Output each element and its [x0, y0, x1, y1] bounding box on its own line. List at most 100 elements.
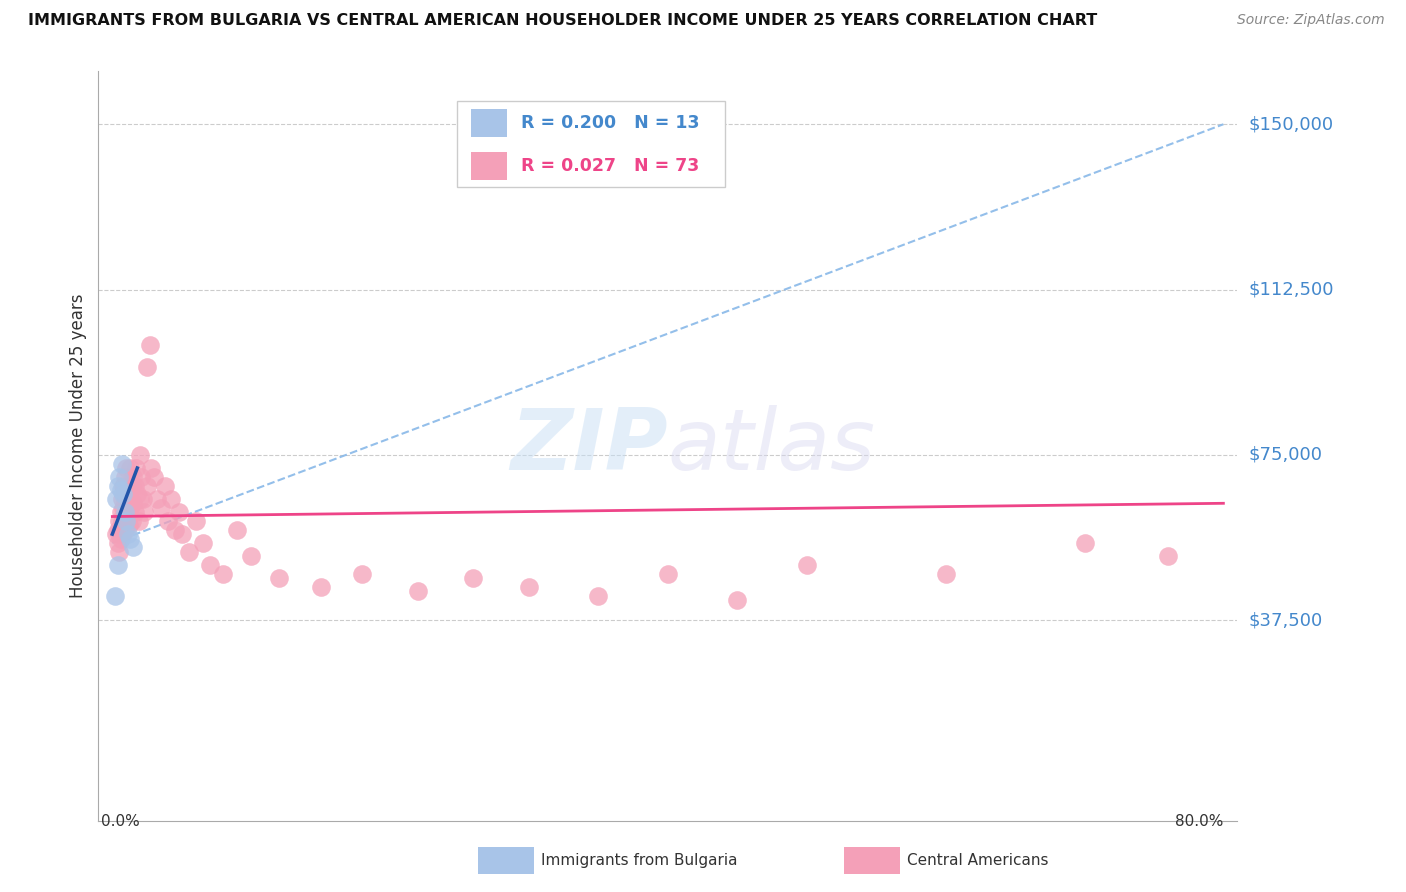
Point [463, 571, 485, 585]
Point [134, 505, 156, 519]
Y-axis label: Householder Income Under 25 years: Householder Income Under 25 years [69, 293, 87, 599]
Text: $37,500: $37,500 [1249, 611, 1323, 629]
Point [118, 483, 141, 497]
Point [115, 487, 138, 501]
Point [115, 461, 138, 475]
Point [107, 536, 129, 550]
Text: $150,000: $150,000 [1249, 115, 1333, 133]
Text: $75,000: $75,000 [1249, 446, 1323, 464]
Point [122, 541, 145, 555]
Bar [471, 109, 508, 137]
Text: R = 0.027   N = 73: R = 0.027 N = 73 [522, 157, 699, 175]
Point [110, 505, 132, 519]
Text: IMMIGRANTS FROM BULGARIA VS CENTRAL AMERICAN HOUSEHOLDER INCOME UNDER 25 YEARS C: IMMIGRANTS FROM BULGARIA VS CENTRAL AMER… [28, 13, 1097, 29]
Point [124, 478, 146, 492]
Point [167, 505, 190, 519]
Point [110, 483, 132, 497]
Point [120, 461, 142, 475]
Point [1073, 536, 1095, 550]
Point [117, 527, 139, 541]
Point [122, 496, 145, 510]
Bar [471, 152, 508, 180]
Point [141, 461, 163, 475]
Text: Source: ZipAtlas.com: Source: ZipAtlas.com [1237, 13, 1385, 28]
Point [309, 580, 332, 594]
Text: Immigrants from Bulgaria: Immigrants from Bulgaria [541, 854, 738, 868]
Point [406, 584, 429, 599]
Point [153, 478, 176, 492]
Point [114, 505, 136, 519]
Point [657, 566, 679, 581]
Point [129, 491, 152, 506]
Point [107, 478, 129, 492]
Point [184, 514, 207, 528]
Text: atlas: atlas [668, 404, 876, 488]
Point [267, 571, 290, 585]
Point [111, 514, 134, 528]
Text: 80.0%: 80.0% [1175, 814, 1223, 829]
Point [352, 566, 374, 581]
Point [136, 359, 159, 374]
Point [132, 491, 155, 506]
Point [136, 478, 159, 492]
Point [128, 514, 150, 528]
Point [118, 518, 141, 533]
Point [112, 478, 135, 492]
Point [108, 470, 131, 484]
Point [131, 470, 153, 484]
Point [107, 523, 129, 537]
Point [143, 470, 166, 484]
Point [725, 593, 748, 607]
Point [104, 589, 127, 603]
Point [935, 566, 957, 581]
Point [105, 491, 128, 506]
Point [212, 566, 235, 581]
Point [110, 523, 132, 537]
Point [170, 527, 193, 541]
Point [111, 491, 134, 506]
Point [112, 527, 135, 541]
Point [156, 514, 179, 528]
Point [145, 491, 167, 506]
Point [159, 491, 181, 506]
Point [117, 478, 139, 492]
Text: Central Americans: Central Americans [907, 854, 1049, 868]
Point [177, 545, 200, 559]
Point [588, 589, 610, 603]
Point [105, 527, 128, 541]
Point [124, 505, 146, 519]
Point [122, 470, 145, 484]
Bar [457, 102, 725, 187]
Text: $112,500: $112,500 [1249, 280, 1334, 299]
Point [120, 500, 142, 515]
Point [1157, 549, 1180, 564]
Point [114, 470, 136, 484]
Point [198, 558, 221, 572]
Point [111, 457, 134, 471]
Point [191, 536, 214, 550]
Point [110, 532, 132, 546]
Point [108, 545, 131, 559]
Point [240, 549, 263, 564]
Point [149, 500, 172, 515]
Point [107, 558, 129, 572]
Point [121, 478, 143, 492]
Point [517, 580, 540, 594]
Point [114, 491, 136, 506]
Point [226, 523, 249, 537]
Point [120, 532, 142, 546]
Point [129, 448, 152, 462]
Point [115, 514, 138, 528]
Point [114, 523, 136, 537]
Point [163, 523, 186, 537]
Point [796, 558, 818, 572]
Point [139, 337, 162, 351]
Point [108, 527, 131, 541]
Text: 0.0%: 0.0% [101, 814, 141, 829]
Text: ZIP: ZIP [510, 404, 668, 488]
Point [127, 487, 149, 501]
Point [112, 487, 135, 501]
Point [112, 500, 135, 515]
Point [121, 514, 143, 528]
Point [108, 514, 131, 528]
